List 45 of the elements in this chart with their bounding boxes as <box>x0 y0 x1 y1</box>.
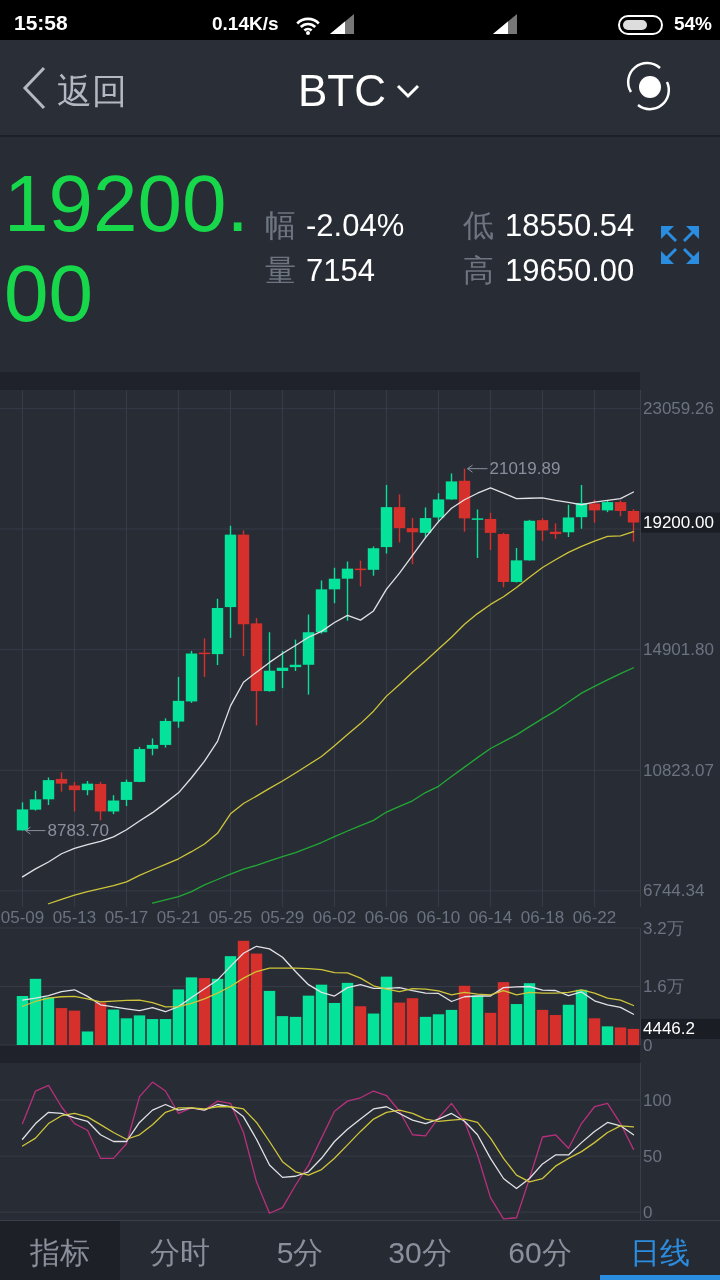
text: 60分 <box>508 1236 572 1269</box>
text: 分时 <box>150 1236 210 1269</box>
text: 30分 <box>388 1236 452 1269</box>
text: 18550.54 <box>505 208 635 243</box>
x-tick-label: 06-10 <box>416 908 461 927</box>
x-tick-label: 06-22 <box>572 908 617 927</box>
x-tick-label: 05-25 <box>208 908 253 927</box>
text: 高 <box>463 253 494 288</box>
text: 指标 <box>29 1236 90 1269</box>
annotation: 8783.70 <box>47 821 109 841</box>
x-tick-label: 06-02 <box>312 908 357 927</box>
text: 54% <box>673 13 713 34</box>
y-tick-label: 10823.07 <box>643 760 714 780</box>
text: 5分 <box>276 1236 324 1269</box>
text: 日线 <box>630 1236 690 1269</box>
y-tick-label: 50 <box>643 1146 662 1166</box>
y-tick-label: 6744.34 <box>643 881 705 901</box>
x-tick-label: 06-06 <box>364 908 409 927</box>
annotation: 21019.89 <box>489 459 561 479</box>
y-tick-label: 1.6万 <box>643 977 684 996</box>
y-tick-label: 14901.80 <box>643 640 714 660</box>
x-tick-label: 06-18 <box>520 908 565 927</box>
text: 15:58 <box>14 11 69 34</box>
y-tick-label: 100 <box>643 1090 672 1110</box>
y-tick-label: 23059.26 <box>643 398 714 418</box>
y-tick-label: 3.2万 <box>643 918 684 938</box>
title: BTC <box>298 66 386 115</box>
text: 低 <box>463 208 494 243</box>
y-tick-label: 0 <box>643 1202 653 1222</box>
text: 返回 <box>57 71 127 110</box>
text: 19200.00 <box>4 159 250 339</box>
annotation: 19200.00 <box>641 512 720 533</box>
x-tick-label: 05-09 <box>0 908 45 927</box>
text: 0.14K/s <box>212 13 279 34</box>
x-tick-label: 05-17 <box>104 908 149 927</box>
text: 幅 <box>265 208 296 243</box>
text: 7154 <box>306 253 375 288</box>
x-tick-label: 05-13 <box>52 908 97 927</box>
text: -2.04% <box>306 208 405 243</box>
text: 量 <box>265 253 296 288</box>
x-tick-label: 05-29 <box>260 908 305 927</box>
x-tick-label: 05-21 <box>156 908 201 927</box>
annotation: 4446.2 <box>641 1018 720 1039</box>
text: 19650.00 <box>505 253 635 288</box>
x-tick-label: 06-14 <box>468 908 513 927</box>
